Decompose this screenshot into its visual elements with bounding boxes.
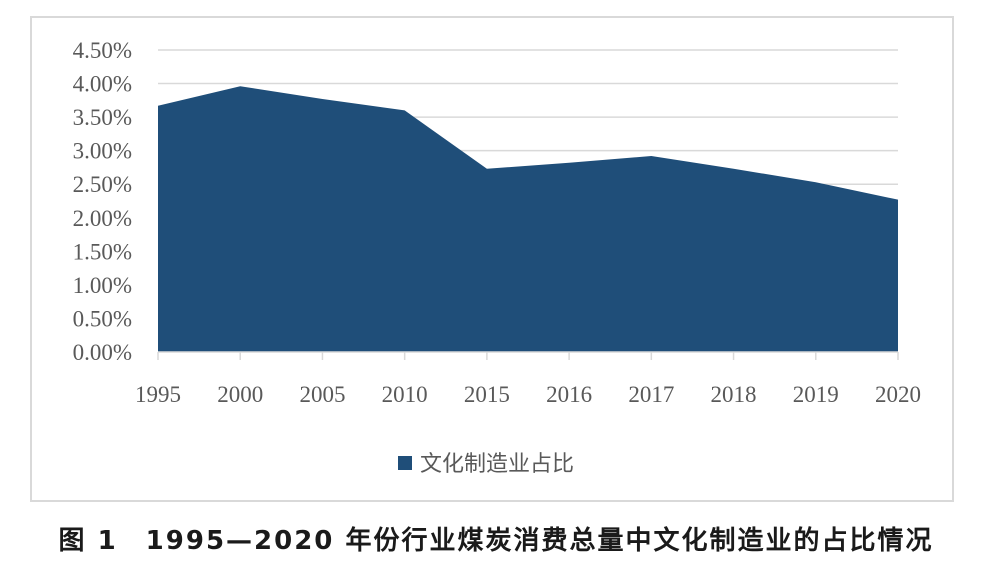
figure-caption: 图 1 1995—2020 年份行业煤炭消费总量中文化制造业的占比情况 xyxy=(58,526,934,556)
chart-frame: 0.00% 0.50% 1.00% 1.50% 2.00% 2.50% 3.00% 3.50%… xyxy=(30,16,954,502)
area-series xyxy=(158,86,898,353)
area-chart: 0.00% 0.50% 1.00% 1.50% 2.00% 2.50% 3.00% 3.50%… xyxy=(73,38,921,477)
y-tick-label: 3.50% xyxy=(73,105,132,130)
x-tick-label: 2018 xyxy=(711,382,757,407)
x-tick-label: 2017 xyxy=(628,382,674,407)
x-tick-label: 2010 xyxy=(382,382,428,407)
x-tick-label: 2020 xyxy=(875,382,921,407)
x-tick-label: 2000 xyxy=(217,382,263,407)
x-tick-label: 2005 xyxy=(299,382,345,407)
y-tick-label: 3.00% xyxy=(73,139,132,164)
x-tick-label: 2016 xyxy=(546,382,592,407)
y-tick-label: 2.00% xyxy=(73,206,132,231)
y-tick-label: 4.00% xyxy=(73,72,132,97)
y-tick-label: 2.50% xyxy=(73,172,132,197)
y-tick-label: 1.00% xyxy=(73,273,132,298)
y-tick-label: 4.50% xyxy=(73,38,132,63)
x-tick-label: 2015 xyxy=(464,382,510,407)
y-tick-label: 1.50% xyxy=(73,239,132,264)
x-tick-label: 1995 xyxy=(135,382,181,407)
legend-swatch xyxy=(398,456,412,470)
y-tick-label: 0.50% xyxy=(73,306,132,331)
legend-label: 文化制造业占比 xyxy=(420,452,574,477)
x-tick-label: 2019 xyxy=(793,382,839,407)
y-tick-label: 0.00% xyxy=(73,340,132,365)
